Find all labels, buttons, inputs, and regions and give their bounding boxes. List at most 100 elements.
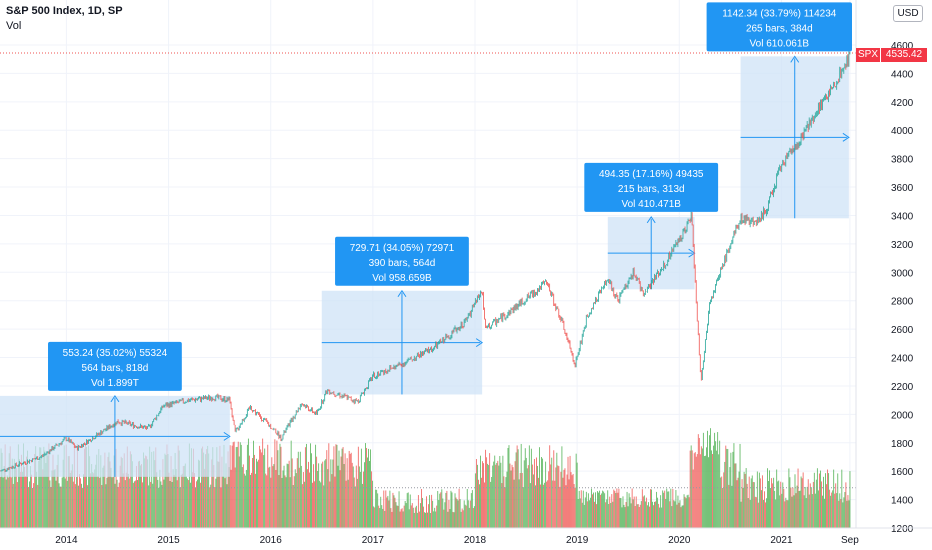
volume-bar xyxy=(230,469,232,528)
volume-bar xyxy=(113,455,115,528)
volume-bar xyxy=(754,496,756,528)
volume-bar xyxy=(150,481,152,528)
volume-bar xyxy=(279,443,281,528)
volume-bar xyxy=(775,499,777,528)
volume-bar xyxy=(4,444,6,528)
volume-bar xyxy=(93,473,95,528)
volume-bar xyxy=(571,475,573,528)
volume-bar xyxy=(77,485,79,528)
volume-bar xyxy=(702,432,704,528)
volume-bar xyxy=(659,507,661,528)
currency-selector[interactable]: USD xyxy=(893,5,923,22)
volume-bar xyxy=(99,477,101,528)
volume-bar xyxy=(92,472,94,528)
volume-bar xyxy=(626,491,628,528)
volume-bar xyxy=(234,467,236,528)
volume-bar xyxy=(725,445,727,528)
volume-bar xyxy=(187,480,189,528)
volume-bar xyxy=(617,492,619,528)
price-tick-label: 1800 xyxy=(891,439,914,450)
volume-bar xyxy=(54,469,56,528)
volume-bar xyxy=(121,458,123,528)
volume-bar xyxy=(682,505,684,528)
volume-bar xyxy=(502,455,504,528)
volume-bar xyxy=(404,501,406,528)
volume-bar xyxy=(355,465,357,528)
volume-bar xyxy=(386,497,388,528)
volume-bar xyxy=(31,474,33,528)
volume-bar xyxy=(95,464,97,528)
volume-bar xyxy=(459,499,461,528)
measurement-labels: 553.24 (35.02%) 55324 564 bars, 818d Vol 1… xyxy=(48,2,852,391)
volume-bar xyxy=(666,488,668,528)
volume-bar xyxy=(661,507,663,528)
volume-bar xyxy=(261,452,263,528)
volume-bar xyxy=(846,500,848,528)
volume-bar xyxy=(476,464,478,528)
volume-bar xyxy=(801,478,803,528)
volume-bar xyxy=(6,475,8,528)
volume-bar xyxy=(849,471,851,528)
volume-bar xyxy=(693,453,695,528)
volume-bar xyxy=(80,478,81,528)
volume-bar xyxy=(443,509,445,528)
volume-bar xyxy=(744,473,746,528)
volume-bar xyxy=(474,473,476,528)
volume-bar xyxy=(789,477,791,528)
volume-bar xyxy=(676,504,678,528)
volume-bar xyxy=(78,474,80,528)
volume-bar xyxy=(497,460,499,528)
volume-bar xyxy=(427,512,428,528)
volume-bar xyxy=(248,455,250,528)
volume-bar xyxy=(595,492,596,528)
volume-bar xyxy=(441,489,443,528)
volume-bar xyxy=(593,492,594,528)
volume-bar xyxy=(610,502,612,528)
volume-bar xyxy=(9,446,11,528)
volume-bar xyxy=(727,449,729,528)
volume-bar xyxy=(341,448,343,528)
volume-bar xyxy=(606,499,608,528)
time-axis[interactable]: 2014 2015 2016 2017 2018 2019 2020 2021 Sep xyxy=(0,527,932,546)
price-tick-label: 4600 xyxy=(891,41,914,52)
volume-bar xyxy=(382,508,384,528)
volume-bar xyxy=(245,469,247,528)
volume-bar xyxy=(377,493,379,528)
volume-bar xyxy=(585,491,587,528)
volume-bar xyxy=(519,472,521,528)
volume-bar xyxy=(714,432,716,528)
volume-bar xyxy=(565,485,567,528)
measure-v-arrowhead xyxy=(790,55,800,63)
volume-bar xyxy=(107,456,109,528)
volume-bar xyxy=(604,493,606,528)
volume-bar xyxy=(34,453,36,528)
volume-bar xyxy=(569,455,571,528)
volume-bar xyxy=(325,459,327,528)
volume-bar xyxy=(343,464,345,528)
volume-bar xyxy=(168,472,170,528)
volume-bar xyxy=(603,491,605,528)
price-axis[interactable]: 1200 1400 1600 1800 2000 2200 2400 2600 2800 3000… xyxy=(855,0,914,535)
volume-bar xyxy=(658,503,660,528)
volume-bar xyxy=(444,502,446,528)
volume-bar xyxy=(590,488,592,528)
volume-bar xyxy=(472,508,474,528)
volume-bar xyxy=(304,447,306,528)
volume-bar xyxy=(270,477,272,528)
volume-bar xyxy=(71,464,73,528)
volume-bar xyxy=(596,504,597,528)
volume-bar xyxy=(73,446,75,528)
volume-bar xyxy=(680,507,682,528)
price-tick-label: 2600 xyxy=(891,325,914,336)
volume-bar xyxy=(557,465,559,528)
volume-bar xyxy=(23,443,24,528)
volume-bar xyxy=(847,495,849,528)
measurement-boxes[interactable] xyxy=(0,55,850,477)
volume-bar xyxy=(177,445,179,528)
volume-bar xyxy=(673,500,675,528)
volume-bar xyxy=(499,456,501,528)
volume-bar xyxy=(430,512,432,528)
volume-bar xyxy=(573,484,575,528)
volume-bar xyxy=(112,476,114,528)
